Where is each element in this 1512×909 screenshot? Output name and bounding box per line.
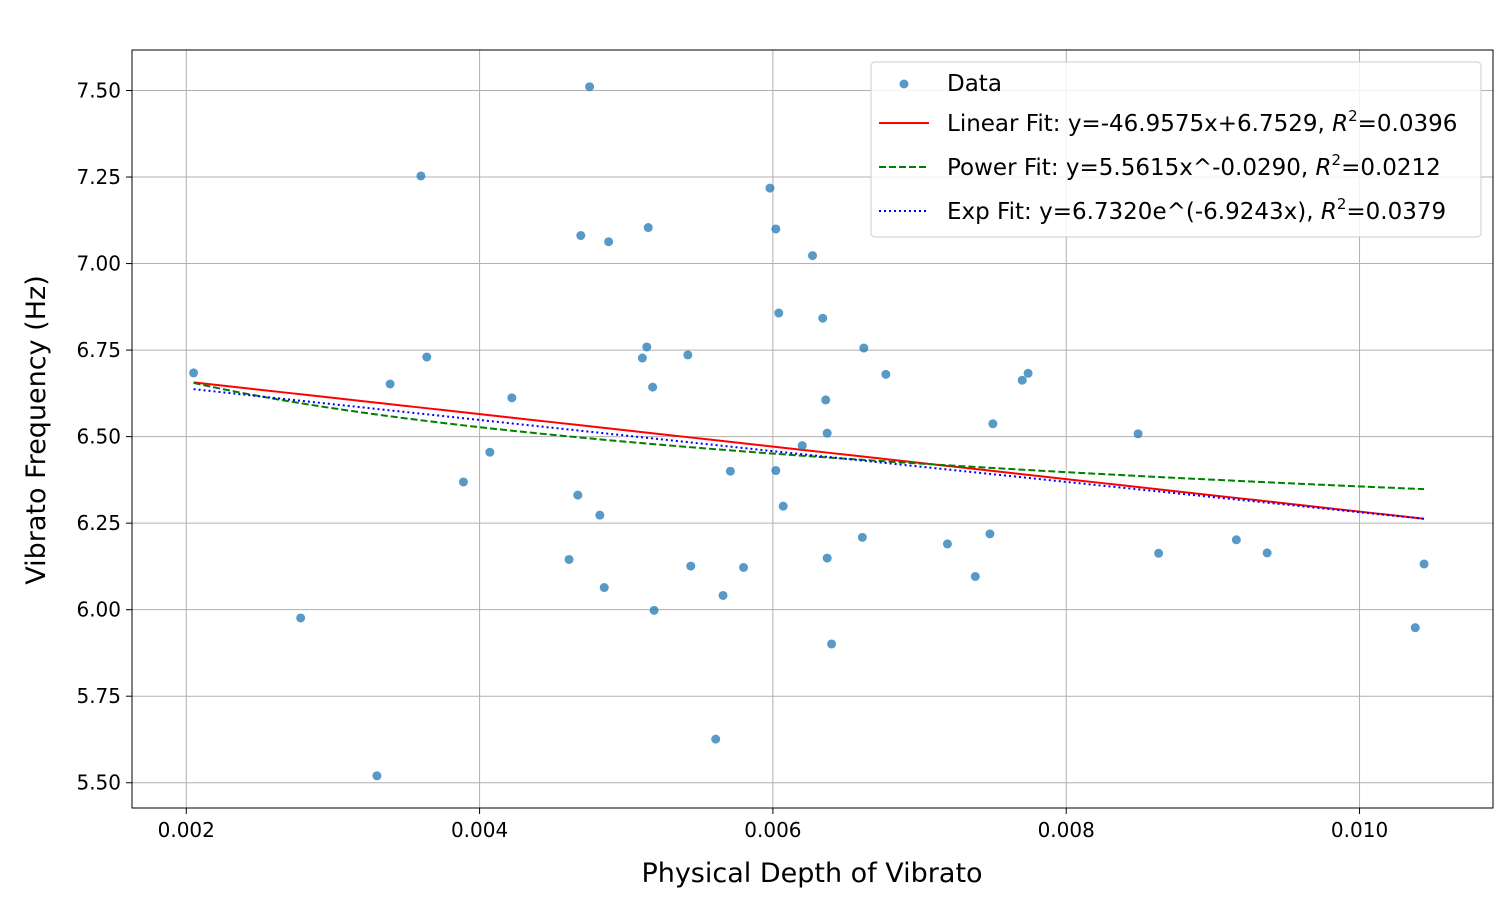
fit-lines [193,381,1425,520]
x-tick-label: 0.006 [744,818,801,842]
x-tick-label: 0.004 [451,818,508,842]
data-point [485,447,495,457]
y-tick-label: 7.50 [76,78,121,102]
data-point [988,419,998,429]
data-point [683,350,693,360]
linear-fit-line [193,381,1425,520]
legend-exp-label: Exp Fit: y=6.7320e^(-6.9243x), R2=0.0379 [947,195,1446,225]
data-point [416,171,426,181]
data-point [1410,623,1420,633]
y-tick-label: 7.00 [76,252,121,276]
data-point [585,82,595,92]
data-point [821,395,831,405]
data-point [648,382,658,392]
data-point [385,379,395,389]
data-point [818,313,828,323]
legend: Data Linear Fit: y=-46.9575x+6.7529, R2=… [870,61,1482,238]
y-axis-label: Vibrato Frequency (Hz) [21,275,52,584]
y-tick-label: 6.25 [76,511,121,535]
data-point [718,590,728,600]
data-point [1133,429,1143,439]
y-tick-label: 6.00 [76,598,121,622]
data-point [970,571,980,581]
x-tick-label: 0.002 [158,818,215,842]
data-point [774,308,784,318]
data-point [857,532,867,542]
plot-frame [131,49,1494,809]
data-point [595,510,605,520]
data-point [1023,368,1033,378]
data-point [771,466,781,476]
data-points [189,82,1429,781]
data-point [599,583,609,593]
y-tick-label: 6.75 [76,338,121,362]
data-point [1419,559,1429,569]
data-point [859,343,869,353]
data-point [1231,535,1241,545]
power-fit-line [193,381,1425,491]
data-point [822,553,832,563]
x-axis-label: Physical Depth of Vibrato [641,858,982,889]
data-point [637,353,647,363]
data-point [372,771,382,781]
x-axis-ticks: 0.002 0.004 0.006 0.008 0.010 [158,808,1388,842]
data-point [564,554,574,564]
data-point [808,251,817,261]
data-point [1262,548,1272,558]
data-point [881,369,891,379]
data-point [296,613,306,623]
data-point [822,428,832,438]
data-point [189,368,199,378]
data-point [576,231,586,241]
data-point [725,466,735,476]
data-point [765,183,775,193]
data-point [711,734,721,744]
data-point [739,562,749,572]
data-point [771,224,781,234]
exp-fit-line [193,388,1425,520]
legend-linear-label: Linear Fit: y=-46.9575x+6.7529, R2=0.039… [947,107,1457,137]
data-point [649,605,659,615]
legend-power-label: Power Fit: y=5.5615x^-0.0290, R2=0.0212 [947,151,1441,181]
data-point [643,223,653,233]
data-point [778,501,788,511]
y-axis-ticks: 5.50 5.75 6.00 6.25 6.50 6.75 7.00 7.25 7.50 [76,78,132,795]
y-tick-label: 5.75 [76,684,121,708]
data-point [507,393,517,403]
x-tick-label: 0.010 [1331,818,1388,842]
data-point [827,639,837,649]
data-point [797,441,807,451]
y-tick-label: 5.50 [76,771,121,795]
data-point [604,237,614,247]
data-point [642,342,652,352]
data-point [422,352,432,362]
data-point [1017,375,1027,385]
x-tick-label: 0.008 [1038,818,1095,842]
data-point [686,561,696,571]
y-gridlines [132,89,1493,784]
legend-box [870,61,1482,238]
legend-data-label: Data [947,71,1002,97]
data-point [1154,548,1164,558]
data-point [942,539,952,549]
data-point [985,529,995,539]
y-tick-label: 7.25 [76,165,121,189]
legend-data-marker [899,79,909,89]
data-point [573,490,583,500]
y-tick-label: 6.50 [76,425,121,449]
data-point [458,477,468,487]
